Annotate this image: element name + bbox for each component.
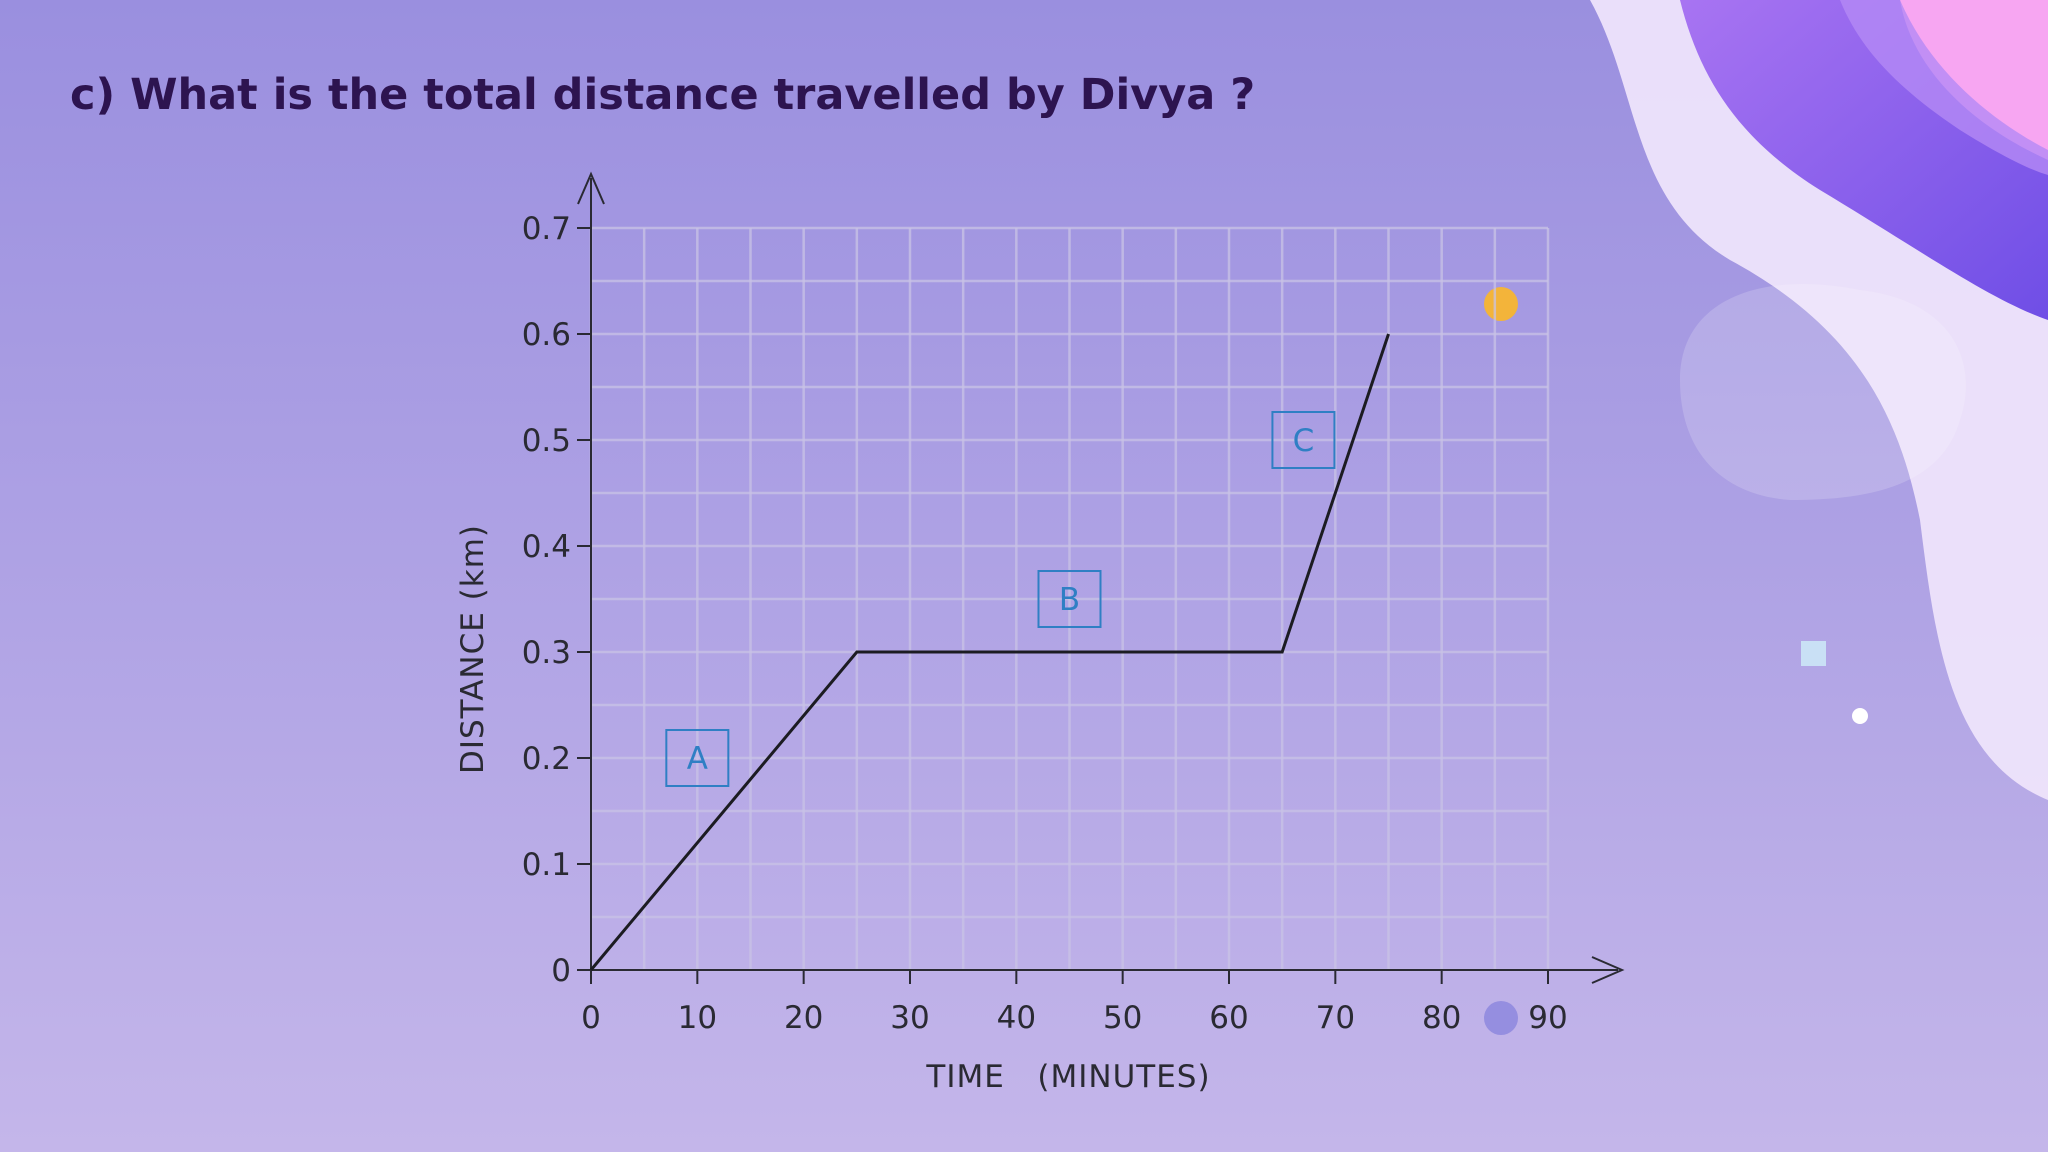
segment-label-text: A — [687, 741, 708, 777]
x-tick-label: 0 — [581, 1000, 601, 1036]
y-tick-label: 0.4 — [522, 529, 571, 565]
chart-series — [589, 333, 1390, 971]
x-axis-ticks: 0 10 20 30 40 50 60 70 80 90 — [581, 970, 1568, 1036]
distance-line — [589, 333, 1390, 971]
y-tick-label: 0.7 — [522, 211, 571, 247]
decorative-white-dot — [1852, 708, 1868, 724]
segment-labels: A B C — [665, 411, 1336, 787]
x-tick-label: 80 — [1422, 1000, 1461, 1036]
x-axis-arrow — [1591, 956, 1625, 984]
y-tick-label: 0 — [551, 953, 571, 989]
y-tick-label: 0.5 — [522, 423, 571, 459]
x-tick-label: 10 — [678, 1000, 717, 1036]
segment-label-a: A — [665, 729, 730, 787]
segment-label-text: B — [1059, 582, 1080, 618]
segment-label-text: C — [1293, 423, 1315, 459]
y-axis-arrow — [577, 171, 605, 205]
x-axis-title: TIME (MINUTES) — [925, 1059, 1210, 1095]
x-tick-label: 60 — [1209, 1000, 1248, 1036]
decorative-purple-dot — [1484, 1001, 1518, 1035]
segment-label-c: C — [1271, 411, 1336, 469]
x-tick-label: 20 — [784, 1000, 823, 1036]
decorative-translucent-blob — [1680, 284, 1966, 500]
x-tick-label: 90 — [1528, 1000, 1567, 1036]
y-tick-label: 0.1 — [522, 847, 571, 883]
chart-grid — [589, 226, 1550, 972]
x-tick-label: 70 — [1316, 1000, 1355, 1036]
question-title: c) What is the total distance travelled … — [70, 70, 1256, 120]
chart-axes — [577, 171, 1625, 984]
y-tick-label: 0.6 — [522, 317, 571, 353]
segment-label-box — [1037, 570, 1102, 628]
y-tick-label: 0.2 — [522, 741, 571, 777]
segment-label-box — [665, 729, 730, 787]
decorative-square — [1801, 641, 1826, 666]
segment-label-b: B — [1037, 570, 1102, 628]
x-tick-label: 40 — [997, 1000, 1036, 1036]
x-tick-label: 50 — [1103, 1000, 1142, 1036]
y-tick-label: 0.3 — [522, 635, 571, 671]
segment-label-box — [1271, 411, 1336, 469]
decorative-wave-shape — [1590, 0, 2048, 800]
x-tick-label: 30 — [890, 1000, 929, 1036]
y-axis-title: DISTANCE (km) — [455, 524, 491, 774]
y-axis-ticks: 0 0.1 0.2 0.3 0.4 0.5 0.6 0.7 — [522, 211, 591, 989]
decorative-yellow-dot — [1484, 287, 1518, 321]
